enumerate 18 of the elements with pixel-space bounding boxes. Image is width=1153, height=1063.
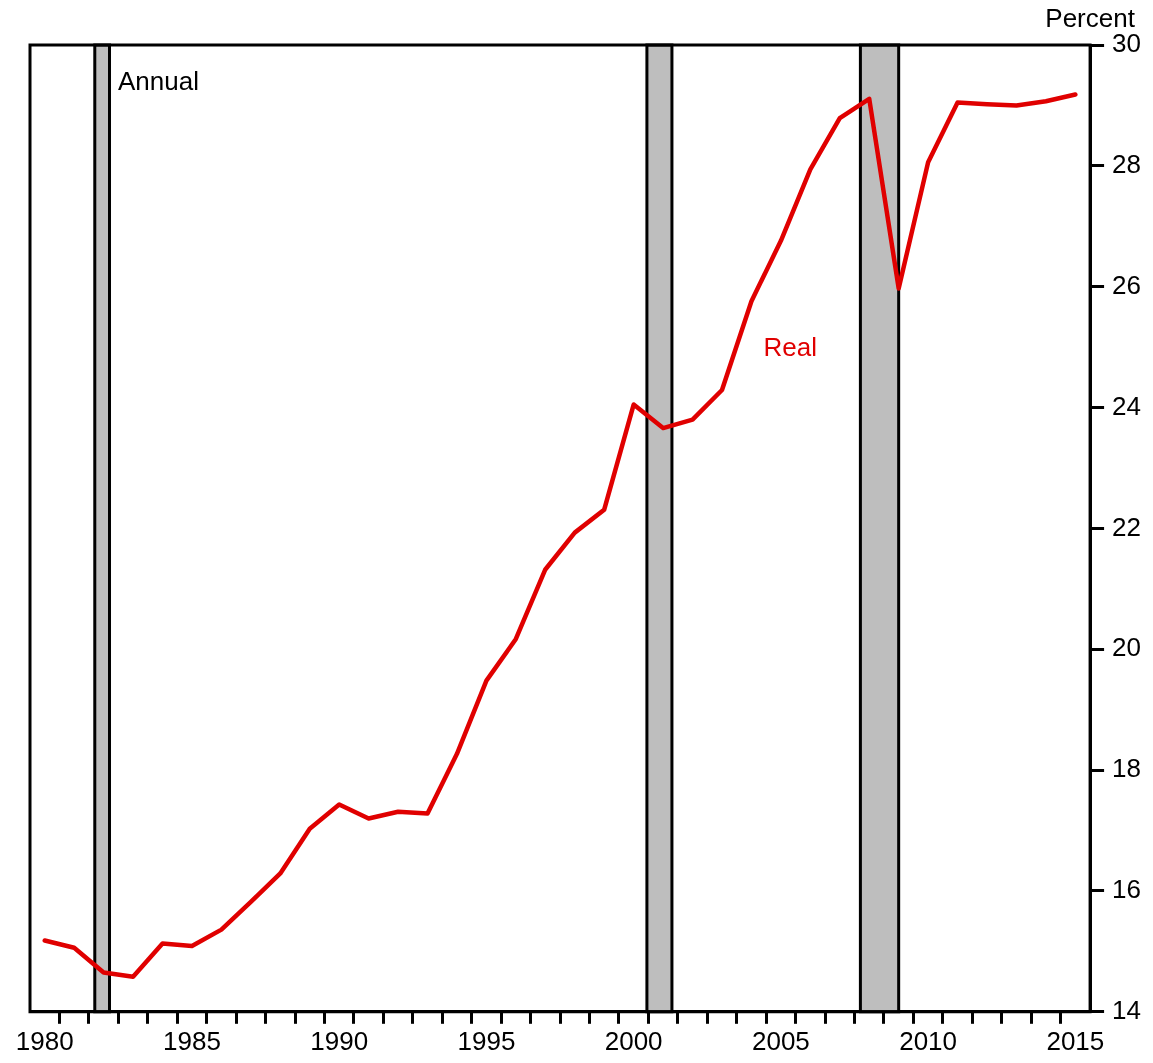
y-tick-label: 24 [1112, 390, 1141, 421]
x-tick-label: 2000 [604, 1025, 663, 1056]
y-tick-label: 22 [1112, 511, 1141, 542]
x-tick-label: 2005 [751, 1025, 810, 1056]
x-tick-label: 1980 [15, 1025, 74, 1056]
annotation: Annual [118, 66, 199, 96]
y-tick-label: 20 [1112, 632, 1141, 663]
y-tick-label: 26 [1112, 269, 1141, 300]
x-tick-label: 2010 [899, 1025, 958, 1056]
x-tick-label: 2015 [1046, 1025, 1105, 1056]
x-tick-label: 1990 [310, 1025, 369, 1056]
y-tick-label: 16 [1112, 874, 1141, 905]
y-tick-label: 14 [1112, 994, 1141, 1025]
x-tick-label: 1995 [457, 1025, 516, 1056]
y-tick-label: 28 [1112, 149, 1141, 180]
series-label: Real [763, 332, 817, 363]
y-tick-label: 18 [1112, 753, 1141, 784]
x-tick-label: 1985 [163, 1025, 221, 1056]
